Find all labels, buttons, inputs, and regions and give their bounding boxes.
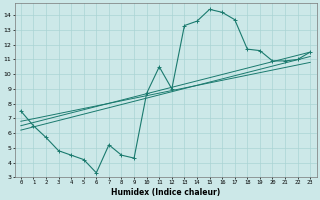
X-axis label: Humidex (Indice chaleur): Humidex (Indice chaleur): [111, 188, 220, 197]
